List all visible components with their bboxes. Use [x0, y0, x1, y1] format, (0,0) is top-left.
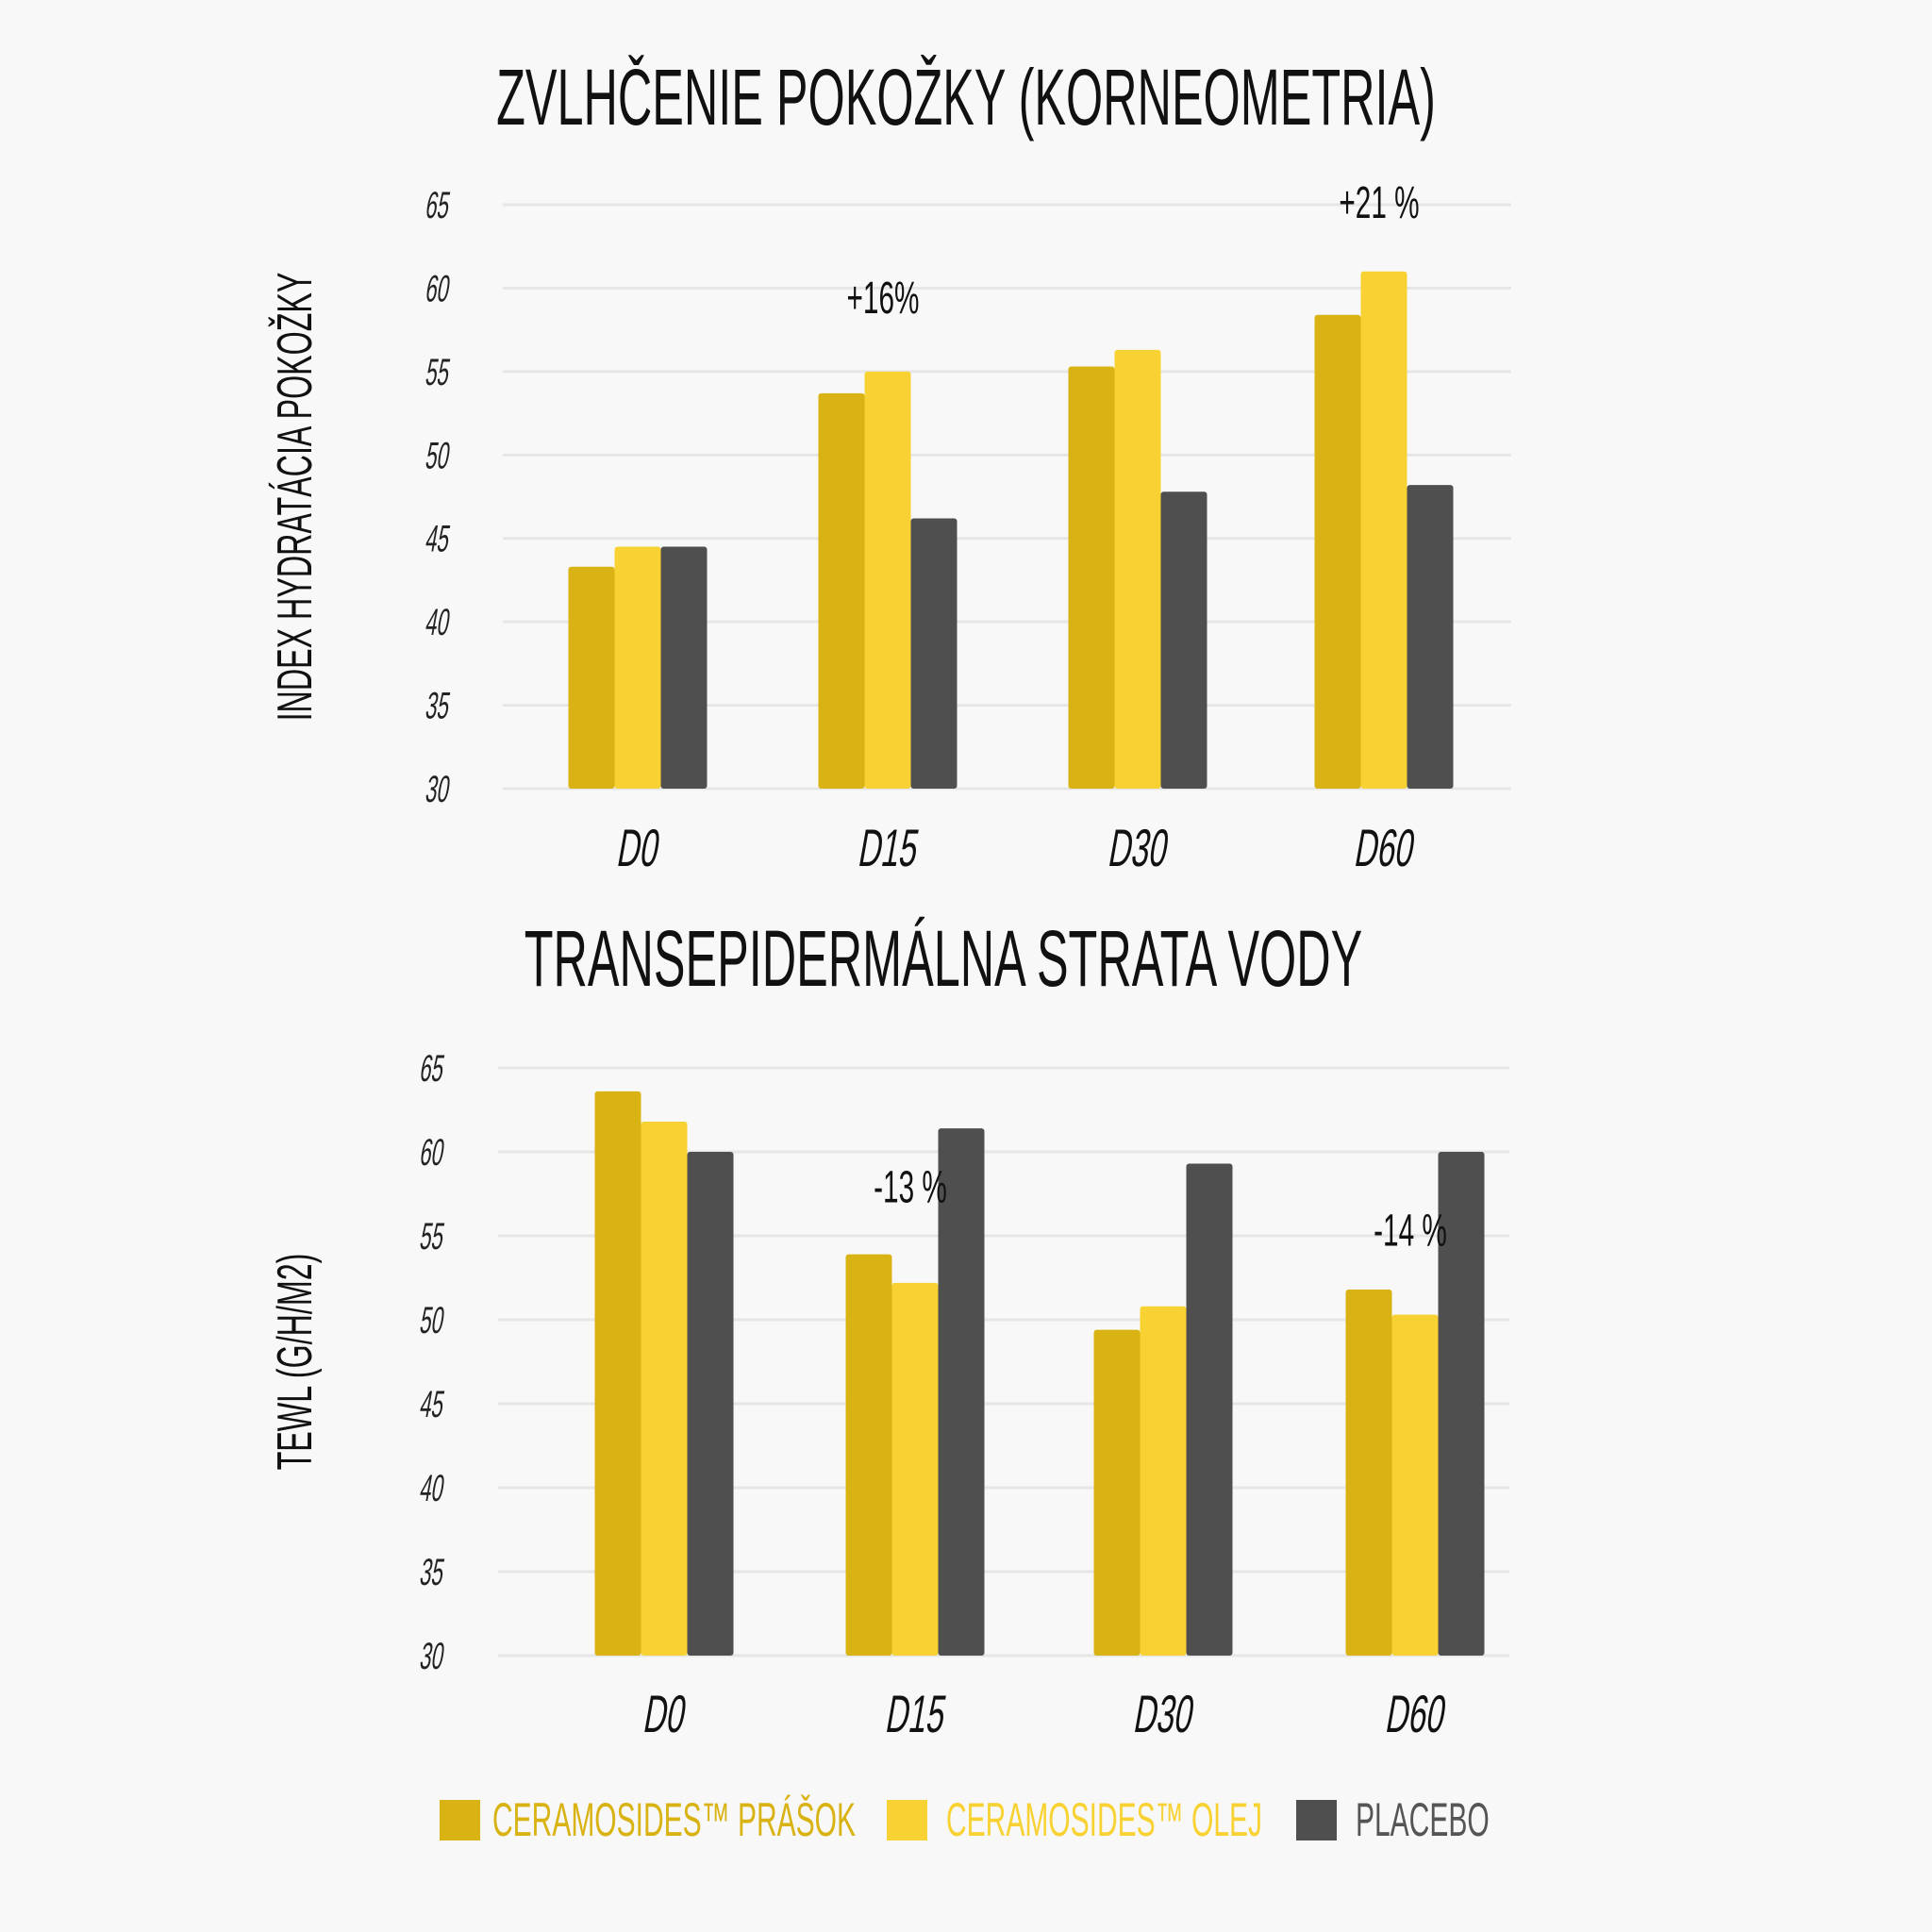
y-tick-label: 30 — [417, 1634, 447, 1676]
bar-D15-series-1 — [864, 371, 911, 789]
annotation-label: +21 % — [1339, 178, 1419, 228]
x-tick-label-group: D0 — [613, 819, 664, 877]
y-tick-label-group: 60 — [417, 1130, 447, 1173]
bar-D0-series-1 — [641, 1121, 688, 1656]
legend-label: CERAMOSIDES™ OLEJ — [946, 1793, 1262, 1846]
bar-D0-series-0 — [568, 566, 615, 789]
x-tick-label-group: D15 — [855, 819, 924, 877]
x-tick-label: D60 — [1382, 1685, 1451, 1743]
y-tick-label: 55 — [423, 350, 453, 392]
y-tick-label: 50 — [423, 434, 453, 476]
y-tick-label-group: 35 — [417, 1550, 447, 1592]
y-tick-label-group: 30 — [423, 767, 453, 809]
y-tick-label-group: 45 — [417, 1382, 447, 1424]
bar-D30-series-0 — [1093, 1329, 1141, 1656]
chart-title-group: TRANSEPIDERMÁLNA STRATA VODY — [525, 914, 1362, 1004]
bar-D30-series-2 — [1186, 1163, 1233, 1656]
bar-D0-series-2 — [660, 546, 708, 789]
y-axis-label-group: TEWL (G/H/M2) — [268, 1254, 323, 1471]
annotation-label: -14 % — [1374, 1207, 1447, 1257]
legend-label: PLACEBO — [1356, 1793, 1490, 1846]
x-tick-label: D15 — [882, 1685, 951, 1743]
y-tick-label-group: 45 — [423, 517, 453, 559]
bar-D60-series-2 — [1438, 1152, 1485, 1656]
bar-D60-series-1 — [1391, 1314, 1439, 1656]
y-tick-label: 65 — [423, 183, 453, 225]
x-tick-label-group: D0 — [640, 1685, 691, 1743]
y-tick-label-group: 30 — [417, 1634, 447, 1676]
x-tick-label-group: D15 — [882, 1685, 951, 1743]
y-tick-label: 40 — [423, 600, 453, 642]
annotation-label-group: +16% — [847, 274, 920, 324]
y-tick-label: 65 — [417, 1046, 447, 1089]
y-tick-label: 30 — [423, 767, 453, 809]
bar-D60-series-1 — [1360, 271, 1407, 789]
y-tick-label: 35 — [417, 1550, 447, 1592]
y-tick-label-group: 35 — [423, 684, 453, 726]
annotation-label-group: -13 % — [874, 1162, 947, 1212]
y-tick-label-group: 50 — [423, 434, 453, 476]
legend-label: CERAMOSIDES™ PRÁŠOK — [492, 1793, 856, 1846]
chart-title: TRANSEPIDERMÁLNA STRATA VODY — [525, 914, 1362, 1004]
chart-title-group: ZVLHČENIE POKOŽKY (KORNEOMETRIA) — [496, 53, 1436, 142]
annotation-label: -13 % — [874, 1162, 947, 1212]
y-tick-label-group: 65 — [423, 183, 453, 225]
y-tick-label: 40 — [417, 1466, 447, 1508]
y-tick-label-group: 65 — [417, 1046, 447, 1089]
x-tick-label-group: D60 — [1382, 1685, 1451, 1743]
y-tick-label-group: 55 — [423, 350, 453, 392]
bar-D30-series-2 — [1160, 491, 1208, 789]
bar-D15-series-0 — [845, 1254, 892, 1656]
annotation-label-group: -14 % — [1374, 1207, 1447, 1257]
y-tick-label: 60 — [417, 1130, 447, 1173]
x-tick-label: D60 — [1351, 819, 1420, 877]
bar-D0-series-2 — [687, 1152, 734, 1656]
y-axis-label-group: INDEX HYDRATÁCIA POKOŽKY — [268, 273, 323, 722]
bar-D30-series-1 — [1114, 349, 1161, 789]
bar-D15-series-1 — [891, 1282, 939, 1656]
x-tick-label-group: D30 — [1105, 819, 1174, 877]
y-tick-label: 45 — [417, 1382, 447, 1424]
legend-label-group: CERAMOSIDES™ OLEJ — [946, 1793, 1262, 1846]
y-axis-label: INDEX HYDRATÁCIA POKOŽKY — [268, 273, 323, 722]
x-tick-label: D30 — [1105, 819, 1174, 877]
y-tick-label-group: 40 — [423, 600, 453, 642]
bar-D60-series-2 — [1407, 485, 1454, 789]
y-tick-label: 35 — [423, 684, 453, 726]
bar-D60-series-0 — [1314, 314, 1361, 789]
bar-D0-series-0 — [594, 1091, 641, 1656]
bar-D15-series-2 — [910, 518, 958, 789]
bar-D30-series-1 — [1140, 1306, 1187, 1656]
bar-D15-series-2 — [938, 1128, 985, 1656]
y-tick-label: 50 — [417, 1298, 447, 1341]
x-tick-label-group: D60 — [1351, 819, 1420, 877]
annotation-label: +16% — [847, 274, 920, 324]
bar-D30-series-0 — [1068, 366, 1115, 789]
bar-D0-series-1 — [614, 546, 661, 789]
x-tick-label-group: D30 — [1130, 1685, 1199, 1743]
y-axis-label: TEWL (G/H/M2) — [268, 1254, 323, 1471]
chart-title: ZVLHČENIE POKOŽKY (KORNEOMETRIA) — [496, 53, 1436, 142]
annotation-label-group: +21 % — [1339, 178, 1419, 228]
y-tick-label-group: 55 — [417, 1214, 447, 1257]
bar-D15-series-0 — [818, 392, 865, 789]
legend-swatch — [440, 1800, 480, 1840]
legend-label-group: PLACEBO — [1356, 1793, 1490, 1846]
y-tick-label-group: 50 — [417, 1298, 447, 1341]
x-tick-label: D0 — [613, 819, 664, 877]
legend-swatch — [887, 1800, 927, 1840]
y-tick-label: 55 — [417, 1214, 447, 1257]
bar-D60-series-0 — [1345, 1289, 1392, 1656]
legend-swatch — [1296, 1800, 1337, 1840]
legend-label-group: CERAMOSIDES™ PRÁŠOK — [492, 1793, 856, 1846]
x-tick-label: D15 — [855, 819, 924, 877]
y-tick-label-group: 40 — [417, 1466, 447, 1508]
x-tick-label: D30 — [1130, 1685, 1199, 1743]
y-tick-label: 60 — [423, 267, 453, 309]
y-tick-label: 45 — [423, 517, 453, 559]
x-tick-label: D0 — [640, 1685, 691, 1743]
y-tick-label-group: 60 — [423, 267, 453, 309]
